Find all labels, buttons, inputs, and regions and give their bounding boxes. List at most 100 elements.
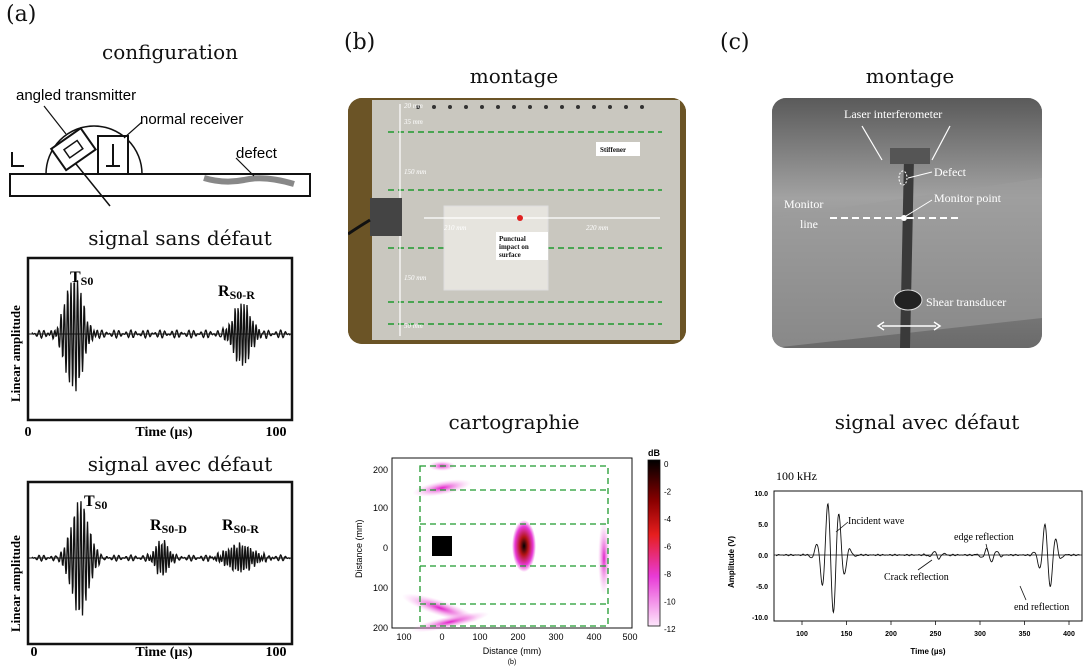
- peak-sub-rs0r: S0-R: [230, 288, 256, 302]
- svg-text:250: 250: [930, 631, 942, 638]
- carto-ylabel: Distance (mm): [354, 519, 364, 578]
- label-shear-transducer: Shear transducer: [926, 295, 1006, 309]
- svg-text:0: 0: [383, 543, 388, 553]
- svg-text:200: 200: [373, 623, 388, 633]
- annotation-crack-reflection: Crack reflection: [884, 572, 949, 583]
- svg-text:-10.0: -10.0: [752, 615, 768, 622]
- svg-text:100: 100: [472, 632, 487, 642]
- label-50mm: 50 mm: [404, 322, 423, 330]
- ylabel-avec-a: Linear amplitude: [8, 535, 23, 632]
- svg-text:300: 300: [548, 632, 563, 642]
- svg-text:400: 400: [586, 632, 601, 642]
- label-line: line: [800, 217, 818, 231]
- panel-c-signal-avec-heading: signal avec défaut: [834, 410, 1020, 434]
- svg-text:-5.0: -5.0: [756, 584, 768, 591]
- label-150mm-bottom: 150 mm: [404, 274, 426, 282]
- peak-sub-ts0-avec: S0: [95, 498, 108, 512]
- peak-label-rs0d: R: [150, 517, 162, 534]
- label-35mm: 35 mm: [403, 118, 423, 126]
- label-normal-receiver: normal receiver: [140, 111, 243, 128]
- svg-text:RS0-R: RS0-R: [218, 283, 255, 302]
- montage-photo-b: 20 mm 35 mm 150 mm 210 mm 220 mm 150 mm …: [348, 98, 686, 344]
- x-tick-avec-0: 0: [31, 645, 38, 660]
- peak-sub-rs0r-avec: S0-R: [234, 522, 260, 536]
- svg-text:500: 500: [622, 632, 637, 642]
- label-punctual-impact: Punctual impact on surface: [499, 235, 529, 259]
- svg-text:150: 150: [841, 631, 853, 638]
- x-tick-avec-100: 100: [266, 645, 287, 660]
- panel-b-letter: (b): [344, 30, 376, 55]
- svg-text:200: 200: [510, 632, 525, 642]
- panel-b-montage-heading: montage: [469, 64, 559, 88]
- panel-c-letter: (c): [720, 30, 750, 55]
- svg-text:100: 100: [396, 632, 411, 642]
- peak-label-ts0: T: [70, 269, 81, 286]
- svg-text:300: 300: [974, 631, 986, 638]
- carto-colorbar: [647, 459, 661, 627]
- annotation-edge-reflection: edge reflection: [954, 532, 1014, 543]
- panel-a-signal-avec-heading: signal avec défaut: [87, 452, 273, 476]
- panel-c-montage-heading: montage: [865, 64, 955, 88]
- annotation-end-reflection: end reflection: [1014, 602, 1069, 613]
- svg-text:0: 0: [439, 632, 444, 642]
- svg-text:TS0: TS0: [84, 493, 107, 512]
- svg-text:5.0: 5.0: [758, 522, 768, 529]
- svg-text:0: 0: [664, 460, 669, 469]
- cartographie-map: 100 0 100 200 300 400 500 200 100 0 100 200 Distanc…: [354, 448, 676, 666]
- panel-b-cartographie-heading: cartographie: [448, 410, 580, 434]
- signal-avec-plot-a: Linear amplitude 0 100 Time (µs) TS0 RS0…: [8, 480, 294, 660]
- carto-xlabel: Distance (mm): [483, 646, 542, 656]
- svg-text:TS0: TS0: [70, 269, 93, 288]
- label-monitor-point: Monitor point: [934, 191, 1002, 205]
- xlabel-sans: Time (µs): [135, 425, 193, 440]
- label-20mm: 20 mm: [404, 102, 423, 110]
- signal-sans-plot: Linear amplitude 0 100 Time (µs) TS0 RS0…: [8, 256, 294, 440]
- peak-label-ts0-avec: T: [84, 493, 95, 510]
- panel-a-configuration-heading: configuration: [102, 40, 238, 64]
- label-210mm: 210 mm: [444, 224, 466, 232]
- label-defect-c: Defect: [934, 165, 967, 179]
- peak-label-rs0r: R: [218, 283, 230, 300]
- svg-text:-10: -10: [664, 598, 676, 607]
- plot-c-xlabel: Time (µs): [910, 647, 945, 656]
- panel-a-signal-sans-heading: signal sans défaut: [88, 226, 272, 250]
- svg-text:RS0-R: RS0-R: [222, 517, 259, 536]
- plot-c-title: 100 kHz: [776, 469, 817, 483]
- svg-text:10.0: 10.0: [754, 491, 768, 498]
- peak-sub-rs0d: S0-D: [162, 522, 188, 536]
- panel-a-letter: (a): [6, 2, 37, 27]
- svg-text:400: 400: [1063, 631, 1075, 638]
- label-stiffener: Stiffener: [600, 146, 626, 154]
- svg-text:-12: -12: [664, 625, 676, 634]
- svg-text:RS0-D: RS0-D: [150, 517, 187, 536]
- x-tick-sans-0: 0: [25, 425, 32, 440]
- annotation-incident-wave: Incident wave: [848, 516, 905, 527]
- svg-text:-8: -8: [664, 570, 672, 579]
- label-defect: defect: [236, 145, 278, 162]
- carto-caption: (b): [508, 659, 517, 666]
- svg-text:200: 200: [373, 465, 388, 475]
- svg-text:-2: -2: [664, 488, 672, 497]
- svg-text:100: 100: [373, 583, 388, 593]
- svg-text:-6: -6: [664, 543, 672, 552]
- svg-text:100: 100: [796, 631, 808, 638]
- xlabel-avec-a: Time (µs): [135, 645, 193, 660]
- x-tick-sans-100: 100: [266, 425, 287, 440]
- montage-photo-c: Laser interferometer Defect Monitor line…: [772, 98, 1042, 348]
- svg-text:100: 100: [373, 503, 388, 513]
- peak-sub-ts0: S0: [81, 274, 94, 288]
- svg-text:200: 200: [885, 631, 897, 638]
- signal-avec-plot-c: 100 kHz 100 150 200 250 300 350 400 10.0 5.0 0.0 -…: [727, 469, 1083, 656]
- label-150mm-top: 150 mm: [404, 168, 426, 176]
- svg-text:350: 350: [1019, 631, 1031, 638]
- label-laser-interferometer: Laser interferometer: [844, 107, 942, 121]
- ylabel-sans: Linear amplitude: [8, 305, 23, 402]
- carto-colorbar-title: dB: [648, 448, 660, 458]
- peak-label-rs0r-avec: R: [222, 517, 234, 534]
- svg-text:0.0: 0.0: [758, 553, 768, 560]
- plot-c-ylabel: Amplitude (V): [727, 536, 736, 588]
- label-angled-transmitter: angled transmitter: [16, 87, 136, 104]
- configuration-diagram: angled transmitter normal receiver defec…: [9, 87, 311, 207]
- label-220mm: 220 mm: [586, 224, 608, 232]
- label-monitor: Monitor: [784, 197, 823, 211]
